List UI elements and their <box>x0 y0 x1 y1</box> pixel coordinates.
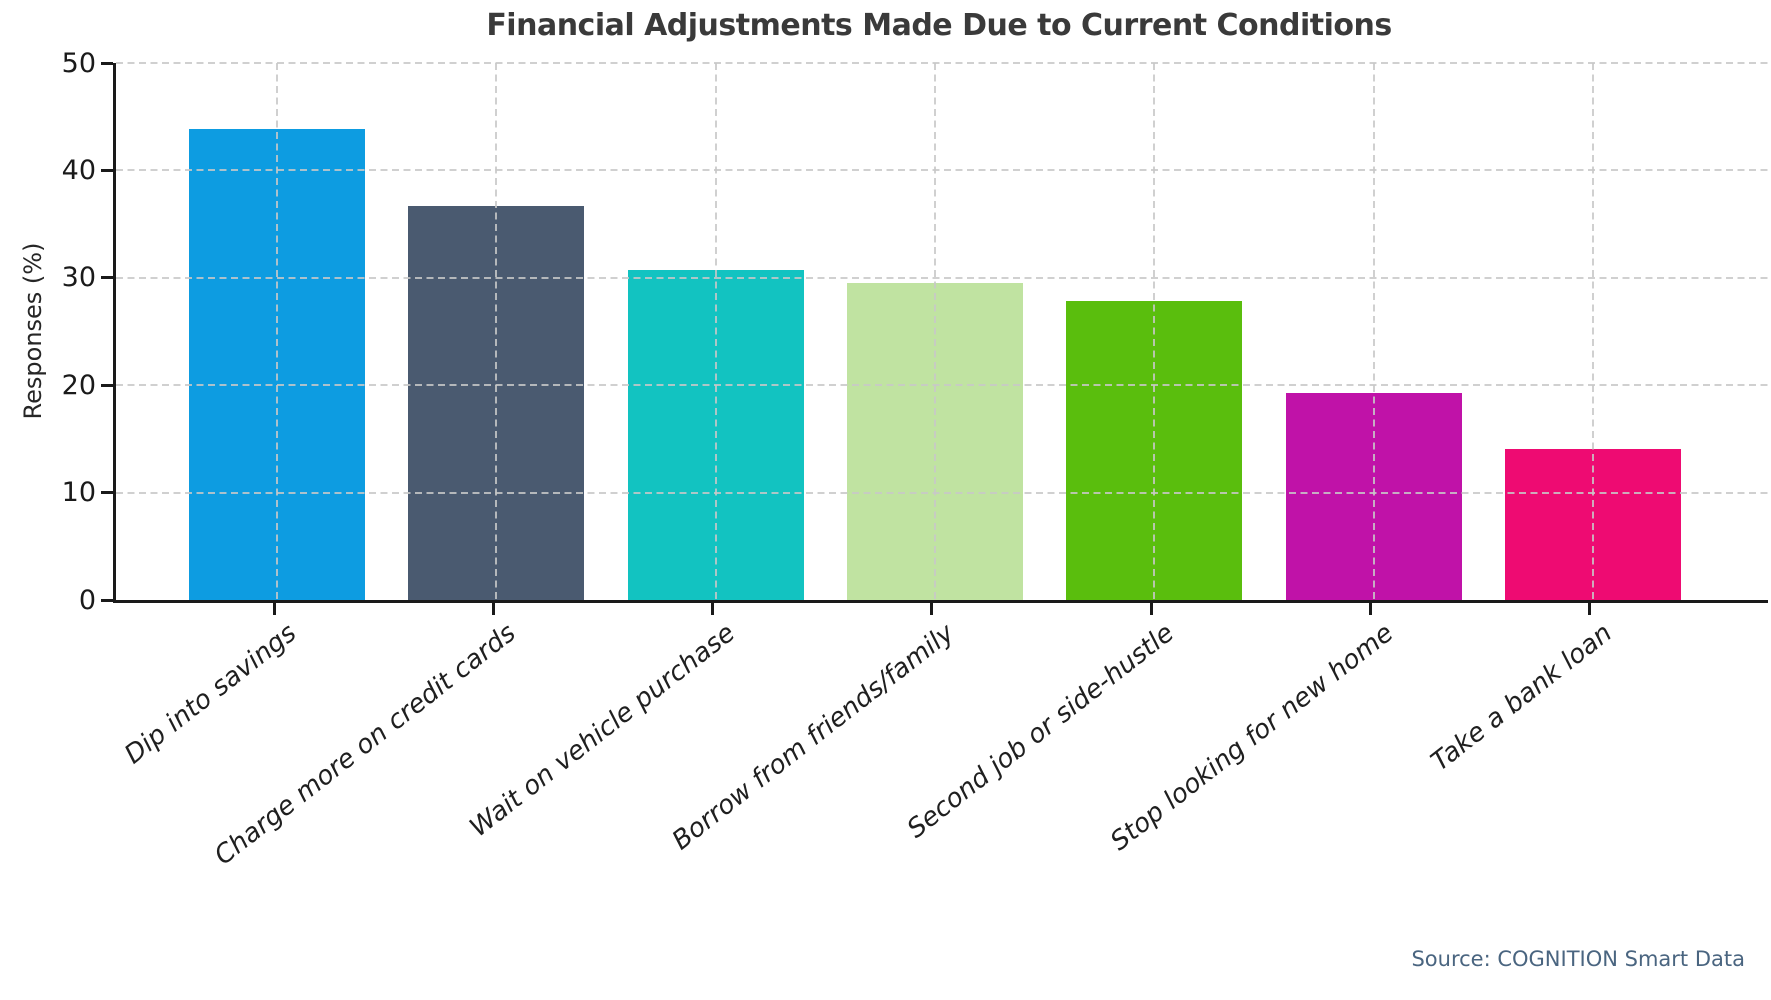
gridline-y-50 <box>116 62 1768 64</box>
y-tick-label-30: 30 <box>61 262 96 294</box>
gridline-x-take-a-bank-loan <box>1591 63 1594 600</box>
gridline-y-40 <box>116 169 1768 172</box>
gridline-y-10 <box>116 491 1768 494</box>
gridline-x-stop-looking-for-new-home <box>1372 63 1375 600</box>
y-tick-mark-0 <box>101 598 113 602</box>
x-tick-mark-charge-more-on-credit-cards <box>491 603 495 615</box>
x-tick-mark-second-job-or-side-hustle <box>1149 603 1153 615</box>
y-tick-mark-30 <box>101 276 113 280</box>
chart-title: Financial Adjustments Made Due to Curren… <box>486 8 1392 43</box>
gridline-x-charge-more-on-credit-cards <box>495 63 498 600</box>
plot-area <box>113 62 1768 603</box>
x-tick-mark-dip-into-savings <box>272 603 276 615</box>
x-tick-label-dip-into-savings: Dip into savings <box>119 618 303 771</box>
y-tick-label-50: 50 <box>61 47 96 79</box>
y-tick-label-0: 0 <box>78 584 96 616</box>
source-note: Source: COGNITION Smart Data <box>1411 947 1745 971</box>
y-tick-label-10: 10 <box>61 477 96 509</box>
x-tick-mark-wait-on-vehicle-purchase <box>711 603 715 615</box>
x-tick-mark-stop-looking-for-new-home <box>1369 603 1372 615</box>
y-tick-mark-40 <box>101 168 113 172</box>
gridline-y-20 <box>116 384 1768 387</box>
x-tick-label-take-a-bank-loan: Take a bank loan <box>1426 618 1619 778</box>
y-tick-label-20: 20 <box>61 369 96 401</box>
gridline-x-wait-on-vehicle-purchase <box>714 63 717 600</box>
y-tick-label-40: 40 <box>61 154 96 186</box>
y-tick-mark-50 <box>101 61 113 65</box>
x-tick-mark-borrow-from-friends-family <box>930 603 934 615</box>
y-tick-mark-20 <box>101 383 113 387</box>
gridline-x-dip-into-savings <box>276 63 278 600</box>
y-tick-mark-10 <box>101 491 113 495</box>
gridline-x-borrow-from-friends-family <box>933 63 936 600</box>
x-tick-mark-take-a-bank-loan <box>1588 603 1592 615</box>
gridline-y-30 <box>116 276 1768 279</box>
gridline-x-second-job-or-side-hustle <box>1153 63 1156 600</box>
